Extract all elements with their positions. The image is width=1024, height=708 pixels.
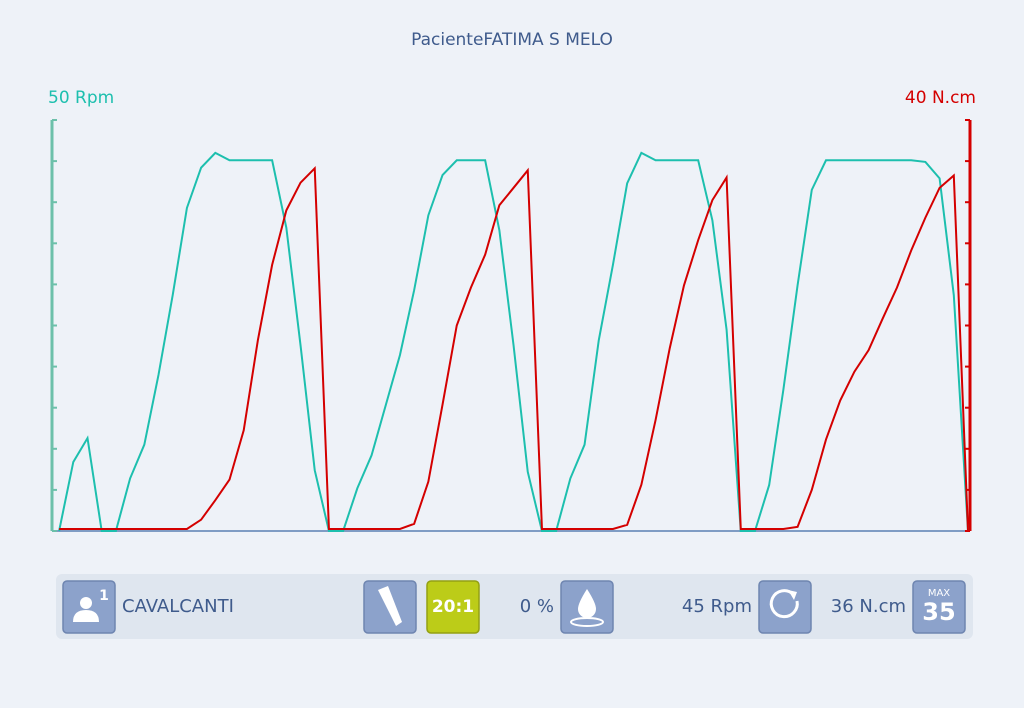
irrigation-value: 0 % xyxy=(520,596,554,617)
max-torque-button[interactable]: MAX 35 xyxy=(912,580,966,634)
max-value: 35 xyxy=(922,598,955,626)
user-name: CAVALCANTI xyxy=(122,596,234,617)
rotation-button[interactable] xyxy=(758,580,812,634)
y-axis-label: 50 Rpm xyxy=(48,88,114,108)
series-line xyxy=(58,151,969,532)
user-button[interactable]: 1 xyxy=(62,580,116,634)
user-badge: 1 xyxy=(99,588,109,604)
implant-button[interactable] xyxy=(363,580,417,634)
ratio-button[interactable]: 20:1 xyxy=(426,580,480,634)
torque-value: 36 N.cm xyxy=(831,596,906,617)
irrigation-button[interactable] xyxy=(560,580,614,634)
plot xyxy=(52,119,970,532)
y2-axis-label: 40 N.cm xyxy=(905,88,976,108)
ratio: 20:1 xyxy=(432,597,474,617)
max-label: MAX xyxy=(928,588,950,599)
chart-title: PacienteFATIMA S MELO xyxy=(411,30,613,50)
series-line xyxy=(59,165,969,532)
toolbar xyxy=(56,574,973,639)
speed-value: 45 Rpm xyxy=(682,596,752,617)
